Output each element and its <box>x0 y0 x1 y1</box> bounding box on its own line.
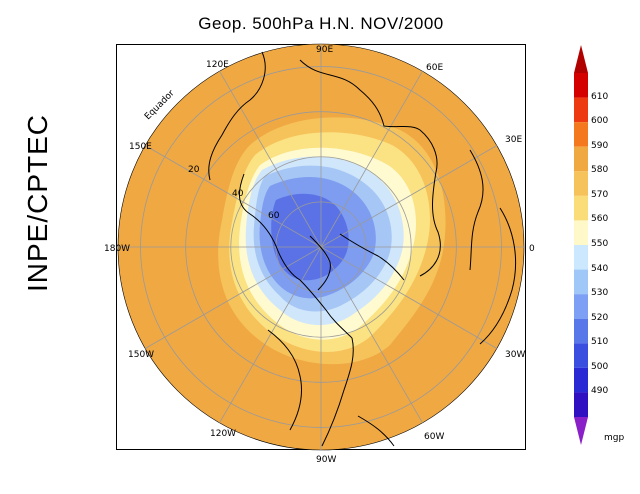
colorbar-level-label: 530 <box>591 288 609 299</box>
coastline-eurasia <box>299 59 441 277</box>
lon-label-60e: 60E <box>426 63 443 73</box>
lon-label-60w: 60W <box>424 432 444 442</box>
lon-label-90e: 90E <box>316 45 333 55</box>
colorbar-level-label: 500 <box>591 361 609 372</box>
lon-label-30e: 30E <box>505 135 522 145</box>
coastline-north-america-pacific <box>267 329 303 431</box>
meridian-line <box>219 246 322 424</box>
colorbar-unit: mgp <box>604 433 625 443</box>
colorbar-cell <box>574 245 588 270</box>
meridian-line <box>320 246 498 349</box>
lat-label-40: 40 <box>232 189 244 199</box>
lon-label-120e: 120E <box>206 60 229 70</box>
colorbar-level-label: 540 <box>591 263 609 274</box>
colorbar-cell <box>574 269 588 295</box>
coastline-north-america-west <box>239 173 353 339</box>
coastline-arctic-islands <box>309 235 331 291</box>
meridian-line <box>219 70 322 248</box>
lon-label-0: 0 <box>529 244 535 254</box>
colorbar-level-label: 610 <box>591 91 609 102</box>
colorbar-cell <box>574 146 588 172</box>
meridian-line <box>144 246 322 349</box>
colorbar-level-label: 520 <box>591 312 609 323</box>
colorbar-level-label: 510 <box>591 337 609 348</box>
contour-band-510 <box>271 193 349 281</box>
coastlines <box>208 51 517 447</box>
colorbar <box>574 45 588 445</box>
colorbar-cell <box>574 171 588 196</box>
lon-label-150w: 150W <box>128 350 154 360</box>
coastline-africa <box>479 207 517 345</box>
colorbar-cell <box>574 97 588 123</box>
colorbar-cell <box>574 392 588 417</box>
colorbar-top-arrow <box>574 45 588 73</box>
colorbar-level-label: 580 <box>591 165 609 176</box>
map-title: Geop. 500hPa H.N. NOV/2000 <box>198 14 444 33</box>
coastline-south-america <box>357 415 395 447</box>
coastline-north-america-east <box>321 337 354 447</box>
colorbar-level-label: 560 <box>591 214 609 225</box>
colorbar-cell <box>574 220 588 245</box>
lon-label-120w: 120W <box>210 429 236 439</box>
lat-label-20: 20 <box>188 165 200 175</box>
coastline-asia-east <box>208 51 266 181</box>
coastline-europe-west <box>469 149 484 271</box>
lon-label-30w: 30W <box>505 350 525 360</box>
colorbar-bottom-arrow <box>574 417 588 445</box>
colorbar-level-label: 570 <box>591 189 609 200</box>
coastline-greenland <box>339 233 405 281</box>
colorbar-cell <box>574 294 588 319</box>
colorbar-cell <box>574 318 588 344</box>
longitude-labels: 90E 60E 30E 0 30W 60W 90W 120W 150W 180W… <box>104 45 535 465</box>
lon-label-180w: 180W <box>104 244 130 254</box>
colorbar-level-label: 490 <box>591 386 609 397</box>
colorbar-level-label: 590 <box>591 140 609 151</box>
meridian-line <box>320 145 498 248</box>
colorbar-cell <box>574 122 588 147</box>
colorbar-level-label: 550 <box>591 239 609 249</box>
meridian-line <box>144 145 322 248</box>
lon-label-90w: 90W <box>316 455 336 465</box>
colorbar-level-label: 600 <box>591 116 609 127</box>
colorbar-cell <box>574 73 588 98</box>
meridian-line <box>320 70 423 248</box>
lat-label-60: 60 <box>268 211 280 221</box>
colorbar-cell <box>574 367 588 393</box>
meridian-line <box>320 246 423 424</box>
colorbar-cell <box>574 343 588 368</box>
graticule <box>118 44 524 450</box>
colorbar-cell <box>574 195 588 221</box>
lon-label-150e: 150E <box>129 142 152 152</box>
